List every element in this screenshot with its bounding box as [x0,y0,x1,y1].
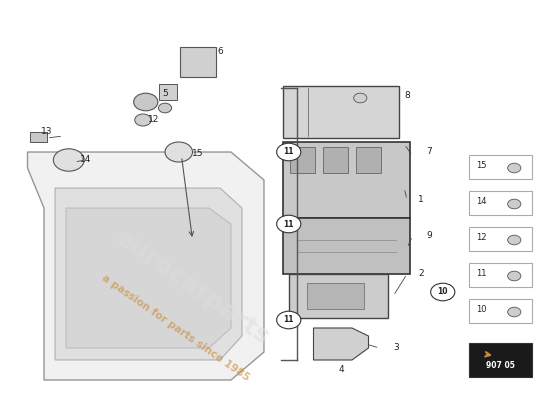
Circle shape [508,271,521,281]
FancyBboxPatch shape [469,191,532,215]
FancyBboxPatch shape [469,227,532,251]
Circle shape [354,93,367,103]
Text: 14: 14 [476,198,486,206]
FancyBboxPatch shape [180,47,216,77]
Circle shape [53,149,84,171]
Text: 13: 13 [41,128,52,136]
Polygon shape [314,328,369,360]
Text: 11: 11 [283,148,294,156]
FancyBboxPatch shape [283,218,410,274]
Circle shape [508,199,521,209]
Text: 11: 11 [283,316,294,324]
Text: 15: 15 [192,150,204,158]
Text: 12: 12 [476,234,486,242]
Circle shape [134,93,158,111]
Circle shape [508,163,521,173]
Text: 12: 12 [148,116,159,124]
Text: 9: 9 [426,232,432,240]
Circle shape [158,103,172,113]
FancyBboxPatch shape [356,147,381,173]
FancyBboxPatch shape [323,147,348,173]
Text: 11: 11 [283,220,294,228]
Circle shape [277,311,301,329]
Text: 14: 14 [80,156,91,164]
Circle shape [508,235,521,245]
Text: 907 05: 907 05 [486,362,515,370]
Polygon shape [55,188,242,360]
FancyBboxPatch shape [290,147,315,173]
Circle shape [277,143,301,161]
FancyBboxPatch shape [283,86,399,138]
Text: 10: 10 [476,306,486,314]
Polygon shape [66,208,231,348]
FancyBboxPatch shape [283,142,410,218]
FancyBboxPatch shape [469,263,532,287]
Circle shape [431,283,455,301]
Polygon shape [28,152,264,380]
Text: 6: 6 [217,48,223,56]
FancyBboxPatch shape [30,132,47,142]
FancyBboxPatch shape [289,274,388,318]
Text: 4: 4 [338,366,344,374]
FancyBboxPatch shape [469,155,532,179]
Text: 10: 10 [437,288,448,296]
Circle shape [277,215,301,233]
FancyBboxPatch shape [159,84,177,100]
Text: a passion for parts since 1985: a passion for parts since 1985 [101,273,251,383]
Text: 8: 8 [404,92,410,100]
Circle shape [165,142,192,162]
Text: 2: 2 [418,270,424,278]
Text: 3: 3 [393,344,399,352]
Text: 5: 5 [162,90,168,98]
Text: 7: 7 [426,148,432,156]
FancyBboxPatch shape [469,343,532,377]
Text: 1: 1 [418,196,424,204]
FancyBboxPatch shape [307,283,364,309]
Text: 11: 11 [476,270,486,278]
FancyBboxPatch shape [469,299,532,323]
Text: eurocarparts: eurocarparts [111,226,274,350]
Circle shape [135,114,151,126]
Circle shape [508,307,521,317]
Text: 15: 15 [476,162,486,170]
